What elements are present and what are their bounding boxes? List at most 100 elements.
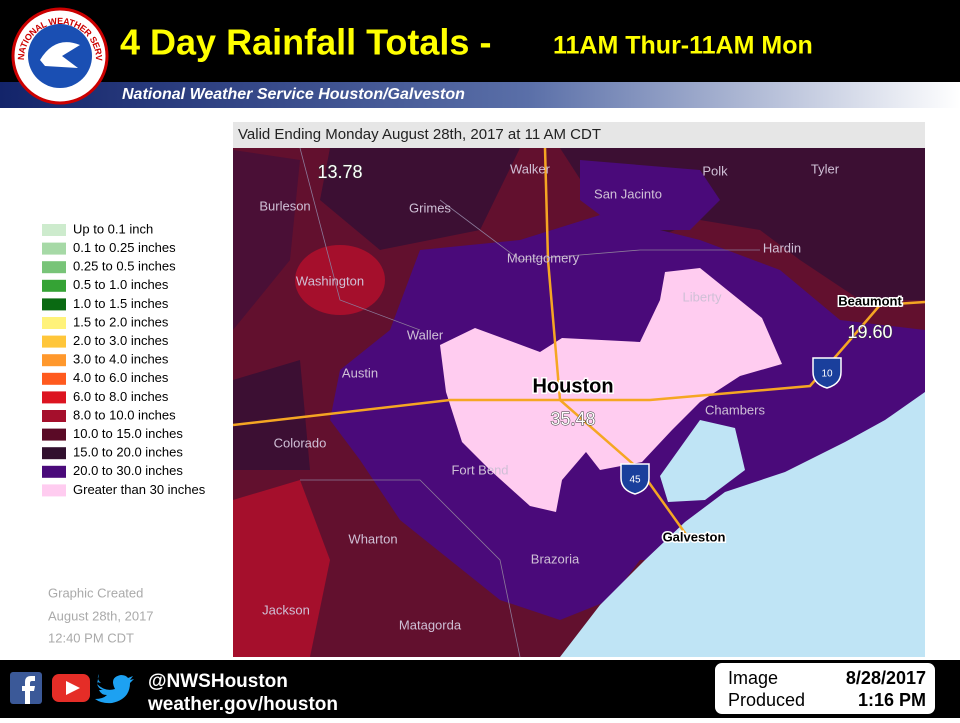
- legend: Up to 0.1 inch 0.1 to 0.25 inches 0.25 to …: [42, 221, 206, 497]
- legend-label: 2.0 to 3.0 inches: [73, 333, 169, 348]
- road-i45: [543, 148, 692, 541]
- region-red: [295, 245, 385, 315]
- place-label: Beaumont: [838, 293, 902, 308]
- legend-swatch: [42, 317, 66, 329]
- road-i10: [233, 300, 925, 427]
- place-label: Washington: [296, 273, 364, 288]
- image-label: Image: [728, 668, 778, 688]
- place-label: San Jacinto: [594, 186, 662, 201]
- place-label: Polk: [702, 163, 728, 178]
- social-handle[interactable]: @NWSHouston: [148, 671, 288, 692]
- place-label: Tyler: [811, 161, 840, 176]
- place-label: Matagorda: [399, 617, 462, 632]
- region-pink: [440, 268, 782, 512]
- legend-label: Up to 0.1 inch: [73, 221, 153, 236]
- legend-swatch: [42, 298, 66, 311]
- header-band: [0, 0, 960, 82]
- legend-swatch: [42, 447, 66, 460]
- website[interactable]: weather.gov/houston: [147, 694, 338, 715]
- rain-total: 35.48: [550, 409, 595, 429]
- map: Walker Polk Tyler San Jacinto Burleson Grimes…: [233, 148, 925, 657]
- place-label: Liberty: [682, 289, 722, 304]
- produced-time: 1:16 PM: [858, 690, 926, 710]
- legend-swatch: [42, 484, 66, 497]
- legend-label: 0.1 to 0.25 inches: [73, 240, 176, 255]
- produced-date: 8/28/2017: [846, 668, 926, 688]
- shield-label: 45: [629, 475, 641, 486]
- shield-i10: 10: [812, 357, 842, 389]
- place-label: Brazoria: [531, 551, 580, 566]
- created-line: August 28th, 2017: [48, 608, 154, 623]
- place-label: Austin: [342, 365, 378, 380]
- legend-label: Greater than 30 inches: [73, 482, 206, 497]
- place-label: Houston: [532, 375, 613, 397]
- place-label: Chambers: [705, 402, 765, 417]
- place-label: Hardin: [763, 240, 801, 255]
- region-red: [233, 480, 330, 657]
- region-purple: [580, 160, 720, 230]
- place-label: Colorado: [274, 435, 327, 450]
- place-label: Waller: [407, 327, 444, 342]
- shield: [620, 463, 650, 495]
- region-dark: [320, 148, 520, 250]
- legend-label: 20.0 to 30.0 inches: [73, 463, 183, 478]
- legend-swatch: [42, 354, 66, 367]
- region-dark: [233, 150, 300, 330]
- legend-label: 10.0 to 15.0 inches: [73, 426, 183, 441]
- legend-swatch: [42, 428, 66, 441]
- legend-swatch: [42, 465, 66, 478]
- place-labels: Walker Polk Tyler San Jacinto Burleson Grimes…: [259, 161, 904, 632]
- county-lines: [299, 148, 760, 657]
- legend-label: 4.0 to 6.0 inches: [73, 370, 169, 385]
- legend-swatch: [42, 391, 66, 404]
- shield-i45: 45: [620, 463, 650, 495]
- facebook-glyph: [22, 676, 35, 704]
- region-dark: [233, 360, 310, 470]
- legend-label: 8.0 to 10.0 inches: [73, 407, 176, 422]
- legend-swatch: [42, 279, 66, 292]
- twitter-icon[interactable]: [95, 674, 134, 704]
- place-label: Walker: [510, 161, 551, 176]
- logo-cloud: [40, 42, 80, 68]
- logo: NATIONAL WEATHER SERVICE: [0, 0, 109, 105]
- legend-swatch: [42, 335, 66, 348]
- legend-swatch: [42, 242, 66, 255]
- created-line: Graphic Created: [48, 585, 143, 600]
- legend-label: 15.0 to 20.0 inches: [73, 445, 183, 460]
- produced-label: Produced: [728, 690, 805, 710]
- rain-total: 13.78: [317, 162, 362, 182]
- caption-bar: [233, 122, 925, 148]
- place-label: Jackson: [262, 602, 310, 617]
- image-info-box: [713, 661, 937, 716]
- shield: [812, 357, 842, 389]
- title-suffix: 11AM Thur-11AM Mon: [553, 32, 813, 60]
- legend-label: 1.0 to 1.5 inches: [73, 296, 169, 311]
- place-label: Fort Bend: [451, 462, 508, 477]
- map-caption: Valid Ending Monday August 28th, 2017 at…: [238, 126, 601, 143]
- place-label: Wharton: [348, 531, 397, 546]
- subtitle: National Weather Service Houston/Galvest…: [122, 86, 465, 103]
- legend-label: 0.25 to 0.5 inches: [73, 259, 176, 274]
- bay: [660, 420, 745, 502]
- legend-label: 0.5 to 1.0 inches: [73, 277, 169, 292]
- legend-swatch: [42, 410, 66, 422]
- legend-label: 6.0 to 8.0 inches: [73, 389, 169, 404]
- gulf: [560, 392, 925, 657]
- place-label: Burleson: [259, 198, 310, 213]
- youtube-glyph: [66, 681, 80, 695]
- legend-swatch: [42, 224, 66, 236]
- place-label: Galveston: [663, 529, 726, 544]
- rain-totals: 13.78 35.48 19.60: [317, 161, 893, 429]
- shield-label: 10: [821, 369, 833, 380]
- legend-label: 3.0 to 4.0 inches: [73, 352, 169, 367]
- legend-swatch: [42, 261, 66, 274]
- place-label: Montgomery: [507, 250, 580, 265]
- legend-swatch: [42, 372, 66, 385]
- subtitle-band: [0, 82, 960, 108]
- rain-total: 19.60: [847, 322, 892, 342]
- title: 4 Day Rainfall Totals -: [120, 22, 491, 63]
- created-line: 12:40 PM CDT: [48, 630, 134, 645]
- legend-label: 1.5 to 2.0 inches: [73, 314, 169, 329]
